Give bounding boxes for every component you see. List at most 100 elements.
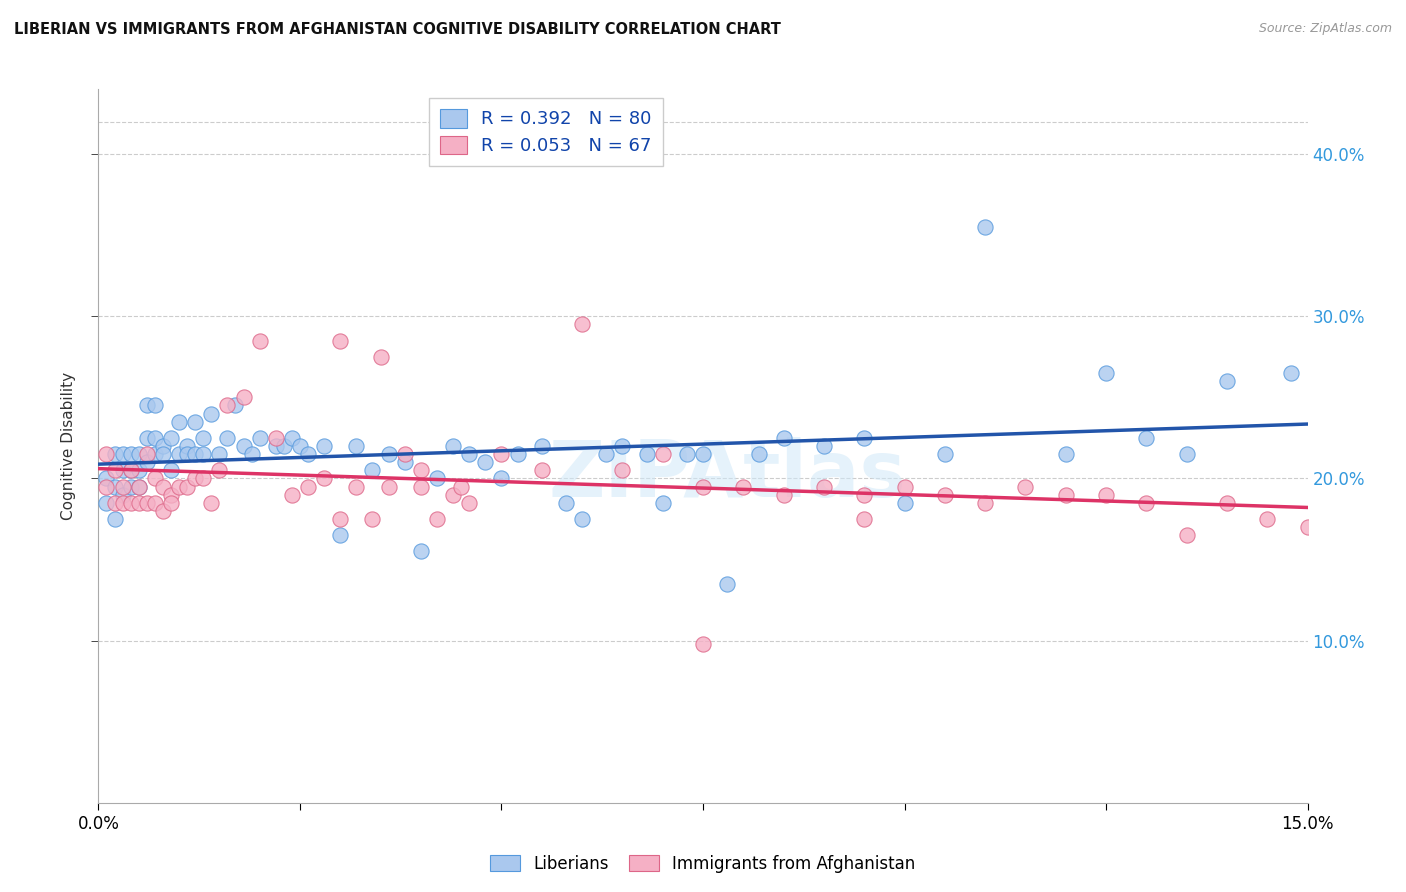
- Y-axis label: Cognitive Disability: Cognitive Disability: [60, 372, 76, 520]
- Point: [450, 479, 472, 493]
- Point: [692, 479, 714, 493]
- Point: [217, 399, 239, 413]
- Point: [530, 463, 553, 477]
- Point: [314, 471, 336, 485]
- Point: [103, 447, 125, 461]
- Legend: R = 0.392   N = 80, R = 0.053   N = 67: R = 0.392 N = 80, R = 0.053 N = 67: [429, 98, 662, 166]
- Point: [208, 447, 231, 461]
- Point: [143, 399, 166, 413]
- Point: [1054, 447, 1077, 461]
- Point: [249, 431, 271, 445]
- Text: ZIPAtlas: ZIPAtlas: [548, 436, 905, 513]
- Point: [1135, 431, 1157, 445]
- Point: [103, 512, 125, 526]
- Point: [361, 512, 384, 526]
- Point: [344, 439, 367, 453]
- Point: [458, 447, 481, 461]
- Point: [329, 528, 352, 542]
- Point: [329, 334, 352, 348]
- Point: [692, 637, 714, 651]
- Point: [1216, 496, 1239, 510]
- Point: [152, 447, 174, 461]
- Point: [491, 471, 513, 485]
- Point: [370, 350, 392, 364]
- Point: [143, 447, 166, 461]
- Point: [184, 447, 207, 461]
- Point: [120, 496, 142, 510]
- Point: [160, 431, 183, 445]
- Point: [264, 439, 287, 453]
- Point: [143, 431, 166, 445]
- Point: [297, 447, 319, 461]
- Point: [893, 479, 915, 493]
- Point: [111, 479, 134, 493]
- Point: [377, 447, 399, 461]
- Point: [111, 496, 134, 510]
- Point: [361, 463, 384, 477]
- Point: [344, 479, 367, 493]
- Point: [1281, 366, 1303, 380]
- Point: [555, 496, 578, 510]
- Point: [128, 479, 150, 493]
- Point: [264, 431, 287, 445]
- Point: [128, 479, 150, 493]
- Point: [176, 439, 198, 453]
- Point: [224, 399, 246, 413]
- Point: [595, 447, 617, 461]
- Point: [217, 431, 239, 445]
- Point: [893, 496, 915, 510]
- Point: [281, 431, 304, 445]
- Point: [232, 390, 254, 404]
- Point: [1095, 488, 1118, 502]
- Point: [772, 431, 794, 445]
- Point: [249, 334, 271, 348]
- Point: [441, 439, 464, 453]
- Point: [128, 447, 150, 461]
- Point: [184, 471, 207, 485]
- Point: [772, 488, 794, 502]
- Point: [426, 512, 449, 526]
- Point: [409, 463, 432, 477]
- Point: [103, 479, 125, 493]
- Point: [160, 496, 183, 510]
- Point: [160, 488, 183, 502]
- Point: [103, 463, 125, 477]
- Point: [193, 471, 215, 485]
- Point: [111, 488, 134, 502]
- Point: [974, 496, 997, 510]
- Point: [458, 496, 481, 510]
- Point: [934, 488, 956, 502]
- Point: [394, 455, 416, 469]
- Point: [297, 479, 319, 493]
- Point: [474, 455, 496, 469]
- Point: [167, 447, 190, 461]
- Point: [441, 488, 464, 502]
- Point: [120, 479, 142, 493]
- Point: [1216, 374, 1239, 388]
- Point: [152, 439, 174, 453]
- Point: [853, 431, 876, 445]
- Point: [167, 415, 190, 429]
- Point: [176, 479, 198, 493]
- Point: [120, 447, 142, 461]
- Point: [193, 431, 215, 445]
- Point: [143, 496, 166, 510]
- Point: [1054, 488, 1077, 502]
- Point: [128, 496, 150, 510]
- Point: [200, 407, 222, 421]
- Point: [96, 447, 118, 461]
- Point: [676, 447, 699, 461]
- Point: [176, 447, 198, 461]
- Point: [184, 415, 207, 429]
- Point: [288, 439, 311, 453]
- Point: [200, 496, 222, 510]
- Point: [167, 479, 190, 493]
- Point: [491, 447, 513, 461]
- Point: [193, 447, 215, 461]
- Point: [152, 504, 174, 518]
- Point: [1175, 528, 1198, 542]
- Point: [813, 479, 835, 493]
- Point: [612, 439, 634, 453]
- Point: [636, 447, 658, 461]
- Point: [692, 447, 714, 461]
